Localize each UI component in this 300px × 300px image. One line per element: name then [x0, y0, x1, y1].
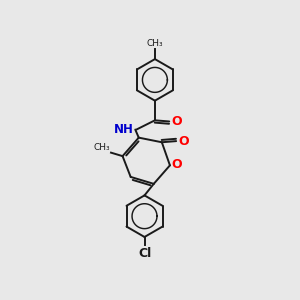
Text: NH: NH — [113, 123, 134, 136]
Text: CH₃: CH₃ — [93, 143, 110, 152]
Text: O: O — [171, 115, 182, 128]
Text: O: O — [178, 135, 189, 148]
Text: Cl: Cl — [138, 247, 151, 260]
Text: CH₃: CH₃ — [147, 40, 163, 49]
Text: O: O — [172, 158, 182, 171]
